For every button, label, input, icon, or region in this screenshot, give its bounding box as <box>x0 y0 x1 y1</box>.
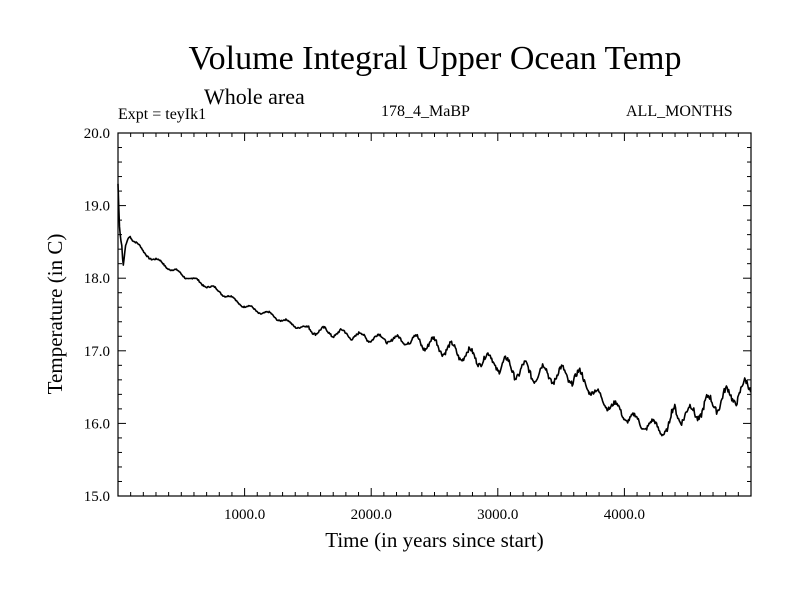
experiment-label: Expt = teyIk1 <box>118 106 207 123</box>
chart-title: Volume Integral Upper Ocean Temp <box>188 40 682 77</box>
months-label: ALL_MONTHS <box>626 103 733 120</box>
x-tick-label: 4000.0 <box>604 507 645 523</box>
chart-subtitle: Whole area <box>204 84 305 109</box>
y-axis-label: Temperature (in C) <box>43 234 67 395</box>
x-tick-label: 3000.0 <box>477 507 518 523</box>
y-tick-label: 17.0 <box>84 344 110 360</box>
x-tick-label: 1000.0 <box>224 507 265 523</box>
series-line-teyIk1 <box>117 183 752 437</box>
axis-tick-labels: 15.0 16.0 17.0 18.0 19.0 20.0 1000.0 2000.0 3000… <box>84 126 645 523</box>
plot-frame <box>117 132 752 497</box>
x-tick-label: 2000.0 <box>351 507 392 523</box>
axis-ticks <box>118 132 751 497</box>
y-tick-label: 15.0 <box>84 489 110 505</box>
y-tick-label: 19.0 <box>84 199 110 215</box>
y-tick-label: 20.0 <box>84 126 110 142</box>
x-axis-label: Time (in years since start) <box>325 528 544 552</box>
y-tick-label: 18.0 <box>84 271 110 287</box>
y-tick-label: 16.0 <box>84 416 110 432</box>
experiment-name: 178_4_MaBP <box>381 103 470 120</box>
